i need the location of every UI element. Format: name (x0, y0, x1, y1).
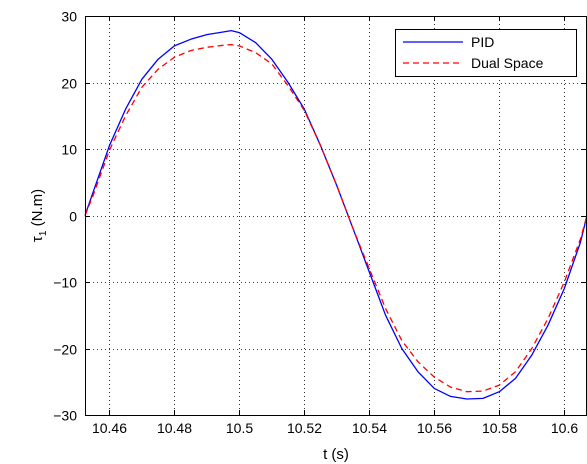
y-tick-label: 20 (61, 76, 77, 92)
y-tick-label: −30 (53, 408, 77, 424)
ticks (85, 16, 586, 416)
legend-label-dual-space: Dual Space (471, 55, 544, 71)
y-tick-label: 30 (61, 9, 77, 25)
series-layer (84, 29, 587, 400)
x-tick-label: 10.5 (226, 420, 253, 436)
x-tick-label: 10.54 (352, 420, 387, 436)
grid (85, 16, 587, 416)
series-line-dual-space (84, 43, 587, 393)
x-tick-label: 10.58 (482, 420, 517, 436)
y-tick-labels: −30 −20 −10 0 10 20 30 (53, 9, 77, 424)
y-tick-label: −20 (53, 342, 77, 358)
y-axis-label-main: τ (29, 236, 46, 242)
x-tick-label: 10.6 (551, 420, 578, 436)
x-axis-label: t (s) (323, 446, 349, 463)
x-tick-label: 10.56 (417, 420, 452, 436)
y-axis-label: τ1 (N.m) (29, 189, 49, 242)
y-axis-label-unit: (N.m) (29, 189, 46, 231)
x-tick-label: 10.52 (287, 420, 322, 436)
y-tick-label: 10 (61, 142, 77, 158)
legend-label-pid: PID (471, 34, 494, 50)
x-tick-label: 10.48 (157, 420, 192, 436)
y-tick-label: −10 (53, 275, 77, 291)
legend: PID Dual Space (395, 29, 577, 77)
x-tick-label: 10.46 (92, 420, 127, 436)
y-axis-label-subscript: 1 (38, 230, 49, 236)
x-tick-labels: 10.46 10.48 10.5 10.52 10.54 10.56 10.58 10.6 (92, 420, 578, 436)
series-line-pid (84, 29, 587, 400)
y-tick-label: 0 (69, 209, 77, 225)
legend-box (395, 29, 577, 77)
